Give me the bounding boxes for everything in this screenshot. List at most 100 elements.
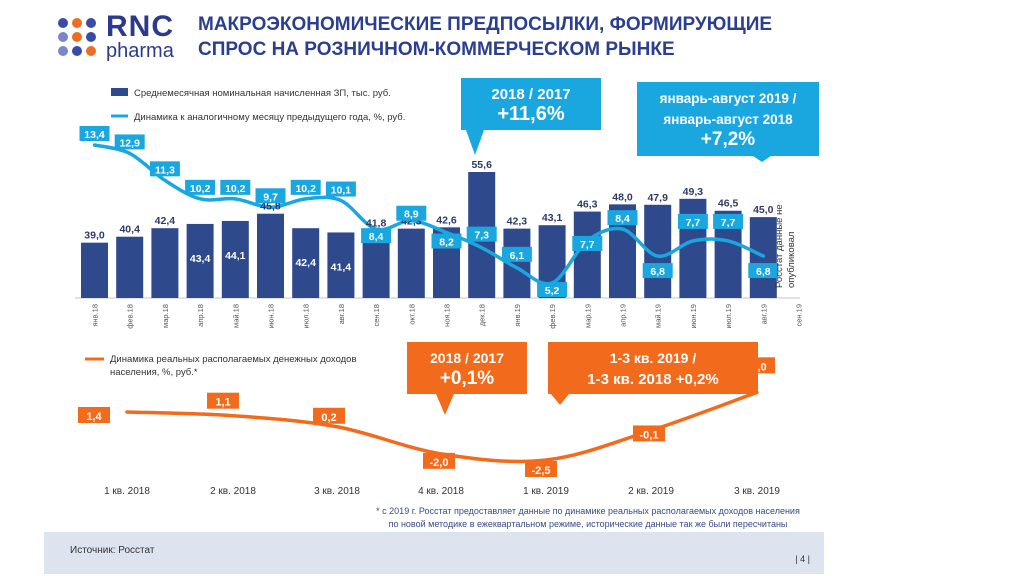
line-data-label-box: [290, 179, 321, 195]
line-data-label-text: 7,7: [721, 217, 736, 229]
line-data-label-box: [325, 181, 356, 197]
bar: [221, 220, 249, 298]
line-data-label-text: 8,9: [404, 209, 419, 221]
callout-income-2018-text: 2018 / 2017: [430, 350, 504, 366]
x-tick-label: янв.18: [91, 304, 100, 327]
income-data-label-text: -2,5: [532, 465, 551, 477]
logo-dot: [86, 32, 96, 42]
quarter-tick-label: 2 кв. 2018: [210, 486, 256, 497]
line-data-label-box: [431, 233, 462, 249]
income-data-label-box: [525, 461, 557, 477]
footer-source: Источник: Росстат: [70, 545, 155, 556]
line-data-label: 7,7: [713, 213, 744, 229]
line-data-label: 6,8: [642, 263, 673, 279]
line-data-label-box: [713, 213, 744, 229]
bar-data-label: 47,9: [647, 192, 668, 204]
quarter-tick-label: 3 кв. 2018: [314, 486, 360, 497]
income-data-label: 1,4: [78, 407, 110, 423]
legend-label-income: Динамика реальных располагаемых денежных…: [110, 354, 357, 365]
line-data-label: 6,8: [748, 263, 779, 279]
x-tick-label: мар.18: [161, 304, 170, 328]
bar-data-label: 41,8: [366, 218, 387, 230]
quarter-tick-label: 1 кв. 2019: [523, 486, 569, 497]
line-data-label-box: [748, 263, 779, 279]
logo-rnc-text: RNC: [106, 10, 174, 43]
logo-dot: [58, 32, 68, 42]
line-data-label-box: [396, 205, 427, 221]
callout-jan-aug-text: январь-август 2018: [663, 112, 793, 127]
bar-data-label: 48,0: [612, 191, 633, 203]
line-data-label: 8,4: [361, 228, 392, 244]
income-data-label-box: [633, 425, 665, 442]
logo-dot: [58, 18, 68, 28]
line-data-label-text: 13,4: [84, 129, 105, 141]
logo-dot: [72, 32, 82, 42]
line-data-label: 10,1: [325, 181, 356, 197]
bar: [257, 213, 284, 298]
line-data-label-box: [642, 263, 673, 279]
legend-label-income: населения, %, руб.*: [110, 367, 198, 378]
line-data-label-box: [466, 226, 497, 242]
line-data-label-box: [220, 179, 251, 195]
line-data-label-box: [79, 126, 110, 141]
bar-data-label: 42,4: [295, 257, 316, 269]
logo-dot: [86, 46, 96, 56]
line-data-label-text: 10,2: [190, 183, 211, 195]
x-tick-label: июл.19: [724, 304, 733, 328]
x-tick-label: ноя.18: [443, 304, 452, 327]
line-data-label-text: 5,2: [545, 285, 560, 297]
income-data-label-box: [78, 407, 110, 423]
callout-income-2018-box: [407, 342, 527, 394]
page-title: МАКРОЭКОНОМИЧЕСКИЕ ПРЕДПОСЫЛКИ, ФОРМИРУЮ…: [198, 12, 898, 62]
callout-jan-aug-pointer: [753, 156, 771, 162]
callout-jan-aug-text: +7,2%: [701, 129, 756, 150]
line-data-label-text: 8,4: [369, 231, 384, 243]
income-data-label: -0,1: [633, 425, 665, 442]
line-data-label-box: [677, 213, 708, 229]
income-data-label: 1,1: [207, 392, 239, 409]
bar-data-label: 42,3: [507, 216, 528, 228]
logo-dot: [72, 18, 82, 28]
line-data-label-text: 6,1: [510, 250, 525, 262]
callout-jan-aug: январь-август 2019 / январь-август 2018 +7…: [637, 82, 819, 162]
income-data-label-text: 1,4: [86, 411, 102, 423]
line-data-label-text: 10,1: [331, 185, 352, 197]
line-data-label-box: [607, 210, 638, 226]
bar-data-label: 49,3: [683, 186, 704, 198]
bar-data-label: 39,0: [84, 230, 105, 242]
line-data-label: 13,4: [79, 126, 110, 141]
bar-data-label: 46,3: [577, 199, 598, 211]
line-data-label: 8,2: [431, 233, 462, 249]
line-data-label-box: [501, 246, 532, 262]
line-data-label: 8,4: [607, 210, 638, 226]
quarter-tick-label: 3 кв. 2019: [734, 486, 780, 497]
line-data-label-text: 10,2: [295, 183, 316, 195]
line-data-label-box: [185, 179, 216, 195]
legend-label-dynamics: Динамика к аналогичному месяцу предыдуще…: [134, 112, 405, 123]
x-tick-label: авг.19: [759, 304, 768, 324]
x-tick-label: фев.18: [126, 304, 135, 329]
income-data-label-text: -0,1: [640, 429, 659, 441]
line-data-label-box: [537, 282, 568, 297]
bar: [186, 223, 214, 298]
line-data-label: 10,2: [185, 179, 216, 195]
line-data-label: 10,2: [220, 179, 251, 195]
x-tick-label: апр.19: [619, 304, 628, 327]
page-number: | 4 |: [795, 554, 810, 564]
bar: [116, 236, 144, 298]
income-data-label-box: [313, 407, 345, 424]
x-tick-label: июн.18: [267, 304, 276, 328]
line-data-label: 7,7: [572, 235, 603, 251]
line-data-label-text: 6,8: [650, 266, 665, 278]
bar-data-label: 45,8: [260, 201, 281, 213]
rnc-pharma-logo: RNC pharma: [58, 10, 198, 62]
bar: [573, 211, 601, 298]
line-data-label: 9,7: [255, 188, 286, 204]
callout-income-q1-3-pointer: [551, 394, 569, 405]
logo-dot: [86, 18, 96, 28]
income-data-label-box: [207, 392, 239, 409]
page-title-line-1: МАКРОЭКОНОМИЧЕСКИЕ ПРЕДПОСЫЛКИ, ФОРМИРУЮ…: [198, 14, 773, 35]
line-data-label: 11,3: [149, 161, 180, 177]
callout-jan-aug-text: январь-август 2019 /: [660, 91, 797, 106]
callout-income-q1-3-text: 1-3 кв. 2019 /: [610, 350, 697, 366]
